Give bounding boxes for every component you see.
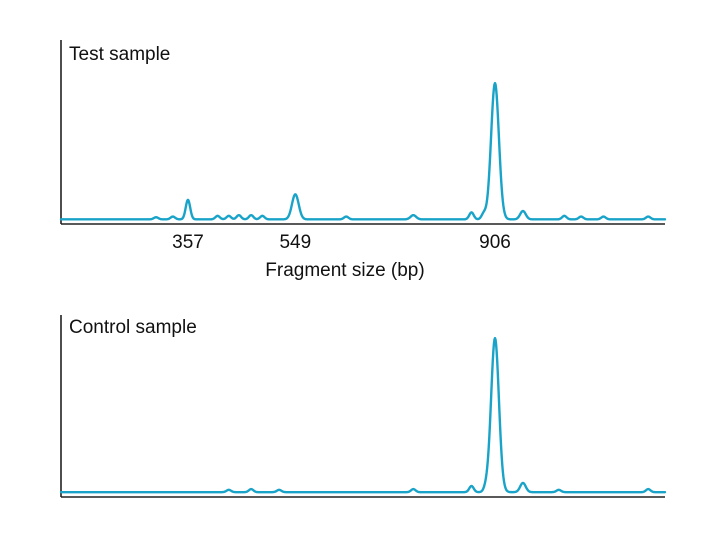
x-axis-title: Fragment size (bp) bbox=[265, 260, 424, 281]
test-sample-panel: Test sample 357 549 906 Fragment size (b… bbox=[59, 40, 667, 281]
control-panel-title: Control sample bbox=[69, 317, 197, 338]
tick-label-357: 357 bbox=[172, 232, 204, 253]
test-panel-title: Test sample bbox=[69, 44, 170, 65]
tick-label-549: 549 bbox=[279, 232, 311, 253]
control-sample-trace bbox=[59, 336, 667, 494]
test-tick-labels: 357 549 906 bbox=[172, 232, 511, 253]
test-sample-trace bbox=[59, 81, 667, 221]
tick-label-906: 906 bbox=[479, 232, 511, 253]
control-sample-panel: Control sample bbox=[59, 315, 667, 498]
